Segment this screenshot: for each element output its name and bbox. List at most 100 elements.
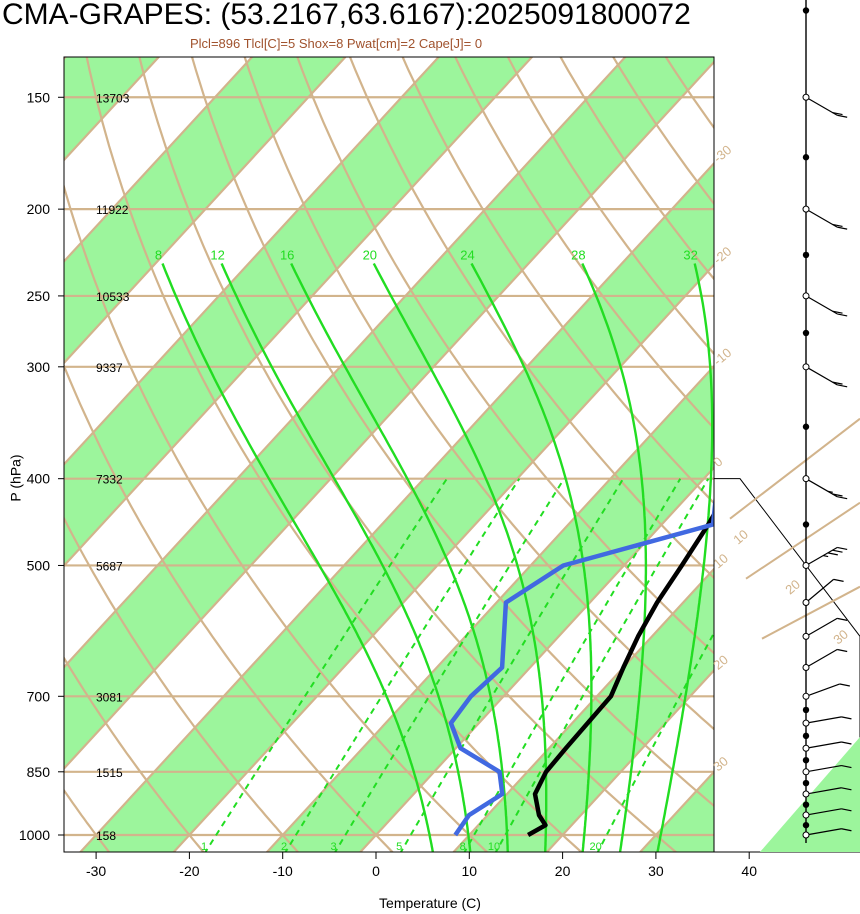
- mixing-ratio-line: [399, 478, 625, 852]
- wind-barb-staff: [805, 808, 842, 816]
- wind-barb-flag: [832, 381, 843, 385]
- mixing-ratio-line: [204, 478, 448, 852]
- y-axis-label: P (hPa): [7, 454, 24, 502]
- wind-barb-staff: [805, 546, 838, 566]
- wind-barb-origin: [802, 744, 810, 752]
- wind-barb-staff: [805, 478, 838, 498]
- pressure-tick-label: 200: [27, 201, 51, 217]
- wind-barb-origin: [802, 768, 810, 776]
- wind-barb-origin: [802, 561, 810, 569]
- wind-barb-flag: [837, 313, 848, 317]
- wind-level-dot: [802, 801, 810, 808]
- height-label: 7332: [96, 473, 123, 487]
- dry-adiabat: [64, 516, 300, 852]
- moist-adiabat-label: 16: [280, 247, 294, 262]
- isotherm: [265, 364, 714, 852]
- mixing-ratio-line: [334, 478, 565, 852]
- pressure-tick-label: 700: [27, 688, 51, 704]
- temperature-line: [526, 510, 714, 837]
- dry-adiabat-label: 110: [520, 0, 543, 1]
- dry-adiabat-label: 140: [669, 0, 692, 2]
- isotherm: [78, 161, 714, 852]
- dry-adiabat-label: 100: [470, 0, 493, 2]
- wind-barb-origin: [802, 475, 810, 483]
- wind-barb-staff: [805, 617, 838, 637]
- wind-panel-band: [760, 737, 860, 852]
- height-label: 3081: [96, 690, 123, 704]
- wind-barb: [802, 808, 852, 819]
- wind-barb: [802, 363, 848, 388]
- wind-barb-flag: [833, 578, 844, 582]
- dry-adiabat: [64, 182, 489, 852]
- pressure-tick-label: 300: [27, 359, 51, 375]
- chart-subtitle: Plcl=896 Tlcl[C]=5 Shox=8 Pwat[cm]=2 Cap…: [190, 36, 483, 51]
- wind-barb-staff: [805, 295, 838, 315]
- x-tick-label: 20: [555, 863, 571, 879]
- wind-level-dot: [802, 251, 810, 259]
- mixing-ratio-label: 2: [281, 841, 287, 853]
- moist-adiabat: [581, 263, 648, 852]
- wind-barb-flag: [837, 648, 848, 653]
- x-tick-label: 10: [462, 863, 478, 879]
- wind-barb-flag: [832, 549, 843, 553]
- moist-adiabat-label: 28: [571, 247, 585, 262]
- dry-adiabat-label: 130: [619, 0, 642, 2]
- mixing-ratio-label: 20: [590, 841, 602, 853]
- mixing-ratio-line: [596, 630, 714, 852]
- wind-barb-flag: [832, 223, 843, 228]
- wind-level-dot: [802, 732, 810, 740]
- wind-barb: [802, 205, 848, 230]
- wind-barb-flag: [841, 787, 852, 791]
- isotherm: [452, 567, 714, 852]
- wind-speed-label: 20: [782, 577, 803, 598]
- wind-barb: [802, 787, 852, 798]
- dewpoint-line: [448, 493, 714, 837]
- dry-adiabat: [454, 57, 714, 431]
- isotherm: [64, 57, 347, 365]
- isotherm: [64, 57, 254, 264]
- wind-barb-staff: [805, 366, 838, 386]
- mixing-ratio-label: 3: [331, 841, 337, 853]
- mixing-ratio-line: [463, 478, 682, 852]
- wind-barb-staff: [805, 787, 842, 795]
- wind-barb-flag: [841, 764, 852, 769]
- mixing-ratio-label: 10: [488, 841, 500, 853]
- pressure-tick-label: 850: [27, 764, 51, 780]
- moist-adiabat-label: 24: [460, 247, 474, 262]
- wind-isotherm: [761, 585, 860, 640]
- wind-barb-origin: [802, 363, 810, 371]
- wind-level-dot: [802, 779, 810, 787]
- wind-barb-staff: [805, 208, 838, 228]
- wind-level-dot: [802, 706, 810, 714]
- moist-adiabat-label: 8: [155, 247, 162, 262]
- isotherm: [172, 263, 714, 852]
- dry-adiabat: [138, 57, 678, 852]
- dry-adiabat: [64, 656, 205, 852]
- height-label: 10533: [96, 290, 130, 304]
- wind-speed-label: 10: [730, 527, 751, 548]
- isotherm: [64, 57, 161, 162]
- x-tick-label: -20: [179, 863, 199, 879]
- dry-adiabat: [190, 57, 714, 808]
- isotherm: [545, 668, 714, 852]
- pressure-tick-label: 500: [27, 557, 51, 573]
- wind-level-dot: [802, 154, 810, 161]
- x-tick-label: -30: [86, 863, 106, 879]
- isotherm: [358, 465, 714, 852]
- pressure-tick-label: 150: [27, 89, 51, 105]
- moist-adiabat-label: 32: [683, 247, 697, 262]
- wind-barb-flag: [837, 617, 848, 621]
- wind-barb-staff: [805, 828, 842, 836]
- wind-barb-flag: [832, 111, 843, 116]
- wind-barb-flag: [837, 496, 848, 500]
- wind-barb-origin: [802, 663, 810, 671]
- pressure-tick-label: 400: [27, 471, 51, 487]
- wind-barb-staff: [805, 683, 841, 697]
- moist-adiabat-label: 12: [210, 247, 224, 262]
- mixing-ratio-line: [284, 478, 521, 852]
- moist-adiabat-label: 20: [363, 247, 377, 262]
- wind-barb: [802, 828, 852, 839]
- moist-adiabat: [161, 263, 435, 852]
- wind-level-dot: [802, 821, 810, 829]
